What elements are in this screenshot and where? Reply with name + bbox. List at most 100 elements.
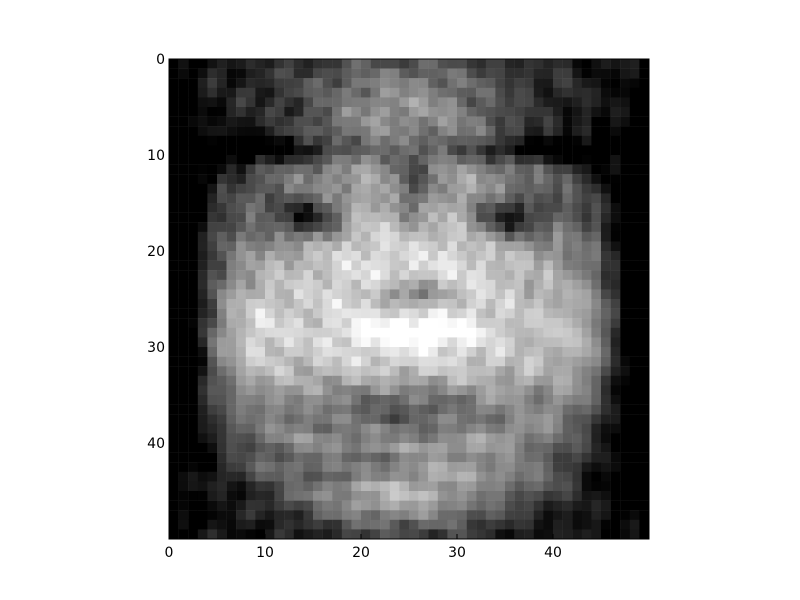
heatmap-cell [447, 78, 458, 88]
heatmap-cell [361, 155, 371, 165]
heatmap-cell [620, 251, 630, 261]
heatmap-cell [322, 462, 333, 472]
heatmap-cell [533, 385, 544, 396]
heatmap-cell [610, 337, 621, 348]
heatmap-cell [226, 260, 237, 271]
heatmap-cell [581, 356, 592, 367]
heatmap-cell [581, 135, 592, 146]
heatmap-cell [629, 116, 640, 127]
heatmap-cell [169, 135, 179, 146]
heatmap-cell [610, 164, 621, 175]
heatmap-cell [591, 289, 602, 300]
heatmap-cell [332, 491, 342, 501]
heatmap-cell [284, 97, 294, 108]
heatmap-cell [505, 318, 515, 328]
heatmap-cell [380, 471, 390, 482]
heatmap-cell [169, 423, 179, 434]
heatmap-cell [169, 164, 179, 175]
heatmap-cell [437, 59, 448, 69]
heatmap-cell [543, 212, 554, 223]
heatmap-cell [572, 366, 582, 376]
heatmap-cell [505, 443, 515, 453]
heatmap-cell [217, 299, 227, 309]
heatmap-cell [610, 251, 621, 261]
heatmap-cell [207, 375, 218, 386]
heatmap-cell [265, 241, 275, 252]
heatmap-cell [601, 174, 611, 184]
heatmap-cell [533, 395, 544, 405]
heatmap-cell [351, 222, 362, 232]
heatmap-cell [351, 155, 362, 165]
heatmap-cell [236, 395, 246, 405]
heatmap-cell [351, 251, 362, 261]
heatmap-cell [207, 500, 218, 511]
heatmap-cell [553, 289, 563, 300]
heatmap-cell [505, 414, 515, 424]
heatmap-cell [428, 337, 438, 348]
heatmap-cell [303, 443, 314, 453]
heatmap-cell [629, 145, 640, 156]
heatmap-cell [361, 183, 371, 194]
heatmap-cell [284, 174, 294, 184]
heatmap-cell [533, 375, 544, 386]
heatmap-cell [370, 174, 381, 184]
heatmap-cell [562, 500, 573, 511]
heatmap-cell [620, 164, 630, 175]
heatmap-cell [169, 155, 179, 165]
heatmap-cell [313, 299, 323, 309]
heatmap-cell [380, 87, 390, 98]
heatmap-cell [553, 183, 563, 194]
heatmap-cell [265, 500, 275, 511]
heatmap-cell [543, 452, 554, 463]
heatmap-cell [361, 279, 371, 290]
heatmap-cell [533, 87, 544, 98]
heatmap-cell [245, 231, 256, 242]
heatmap-cell [457, 327, 467, 338]
heatmap-cell [629, 193, 640, 204]
heatmap-cell [447, 500, 458, 511]
heatmap-cell [197, 116, 208, 127]
heatmap-cell [533, 347, 544, 357]
heatmap-cell [553, 519, 563, 530]
heatmap-cell [505, 135, 515, 146]
heatmap-cell [409, 471, 419, 482]
heatmap-cell [485, 78, 496, 88]
heatmap-cell [207, 299, 218, 309]
heatmap-cell [428, 433, 438, 444]
heatmap-cell [293, 135, 304, 146]
heatmap-cell [351, 174, 362, 184]
heatmap-cell [217, 318, 227, 328]
heatmap-cell [514, 222, 525, 232]
heatmap-cell [409, 510, 419, 520]
heatmap-cell [409, 155, 419, 165]
heatmap-cell [485, 404, 496, 415]
heatmap-cell [428, 414, 438, 424]
heatmap-cell [380, 183, 390, 194]
heatmap-cell [505, 241, 515, 252]
heatmap-cell [514, 366, 525, 376]
heatmap-cell [553, 471, 563, 482]
heatmap-cell [370, 212, 381, 223]
heatmap-cell [562, 491, 573, 501]
heatmap-cell [514, 452, 525, 463]
heatmap-cell [543, 510, 554, 520]
heatmap-cell [226, 183, 237, 194]
heatmap-cell [629, 500, 640, 511]
heatmap-cell [543, 135, 554, 146]
heatmap-cell [639, 423, 650, 434]
heatmap-cell [572, 318, 582, 328]
heatmap-cell [303, 193, 314, 204]
heatmap-cell [581, 404, 592, 415]
heatmap-cell [610, 433, 621, 444]
heatmap-cell [533, 289, 544, 300]
heatmap-cell [418, 423, 429, 434]
heatmap-cell [562, 87, 573, 98]
heatmap-cell [274, 375, 285, 386]
heatmap-cell [245, 308, 256, 319]
heatmap-cell [236, 500, 246, 511]
heatmap-cell [255, 423, 266, 434]
heatmap-cell [217, 107, 227, 117]
heatmap-cell [620, 126, 630, 136]
heatmap-cell [399, 414, 410, 424]
heatmap-cell [399, 222, 410, 232]
